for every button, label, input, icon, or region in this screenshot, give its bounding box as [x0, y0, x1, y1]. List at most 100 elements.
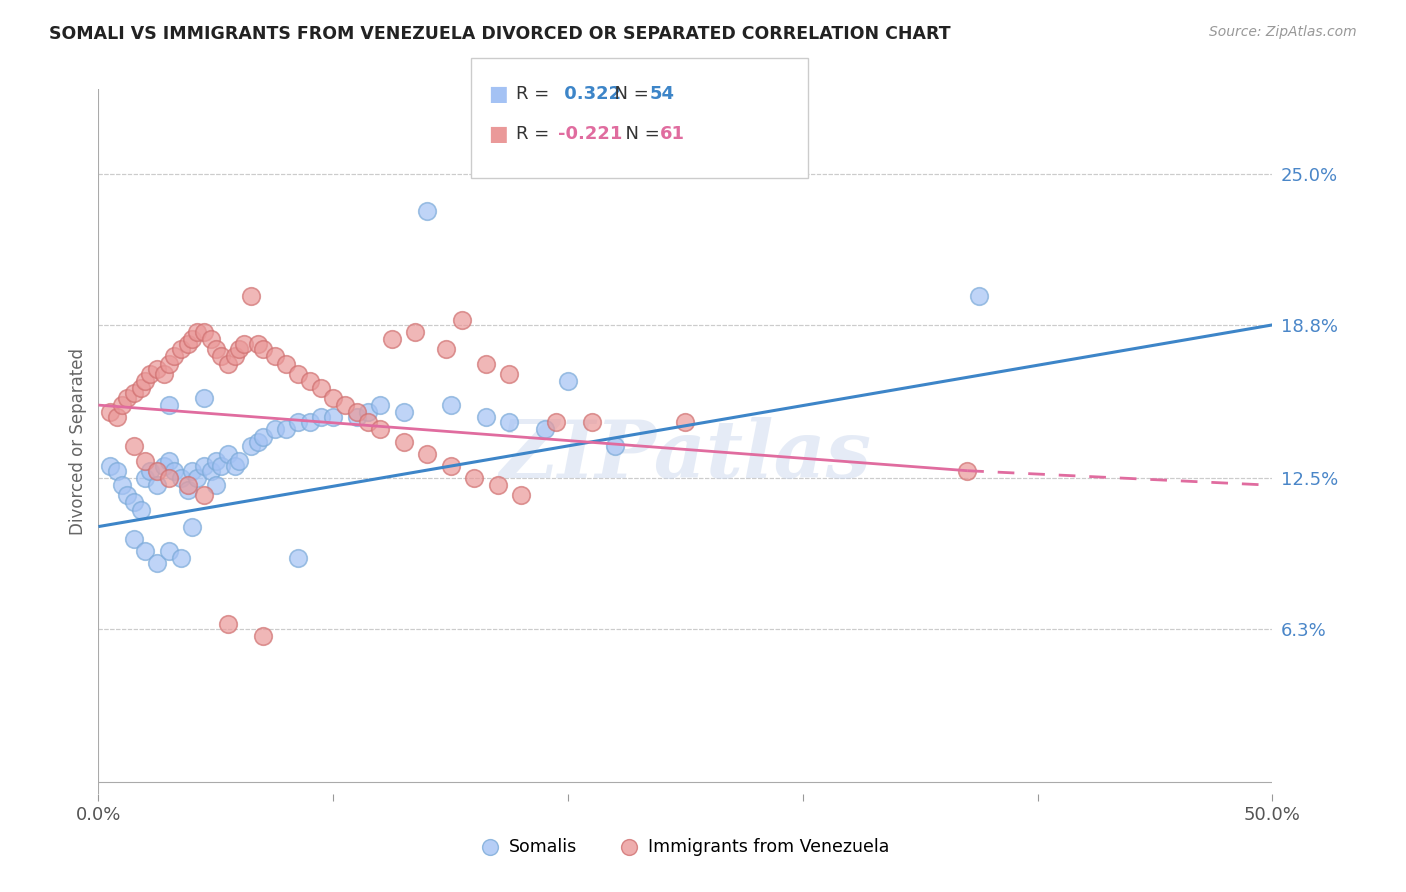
Point [122, 532, 145, 546]
Text: SOMALI VS IMMIGRANTS FROM VENEZUELA DIVORCED OR SEPARATED CORRELATION CHART: SOMALI VS IMMIGRANTS FROM VENEZUELA DIVO… [49, 25, 950, 43]
Text: 0.322: 0.322 [558, 85, 621, 103]
Point [162, 350, 184, 364]
Text: ■: ■ [488, 124, 508, 144]
Point [451, 313, 474, 327]
Text: 61: 61 [659, 125, 685, 143]
Point [176, 478, 198, 492]
Point [252, 342, 274, 356]
Text: N =: N = [614, 125, 666, 143]
Point [322, 410, 344, 425]
Point [434, 342, 457, 356]
Point [546, 415, 568, 429]
Text: ZIPatlas: ZIPatlas [499, 417, 872, 494]
Text: R =: R = [516, 125, 555, 143]
Point [105, 464, 128, 478]
Point [475, 357, 498, 371]
Point [392, 405, 415, 419]
Point [498, 415, 520, 429]
Point [233, 337, 256, 351]
Point [252, 629, 274, 643]
Point [333, 398, 356, 412]
Point [287, 551, 309, 566]
Point [129, 502, 152, 516]
Point [139, 464, 162, 478]
Point [111, 478, 134, 492]
Point [463, 471, 485, 485]
Point [134, 374, 156, 388]
Point [157, 454, 180, 468]
Point [240, 289, 263, 303]
Point [153, 367, 176, 381]
Point [134, 544, 156, 558]
Point [146, 478, 169, 492]
Point [169, 342, 191, 356]
Point [298, 374, 321, 388]
Point [240, 439, 263, 453]
Text: Source: ZipAtlas.com: Source: ZipAtlas.com [1209, 25, 1357, 39]
Point [581, 415, 603, 429]
Point [205, 342, 228, 356]
Point [169, 551, 191, 566]
Point [98, 458, 121, 473]
Text: -0.221: -0.221 [558, 125, 623, 143]
Point [146, 556, 169, 570]
Point [217, 447, 239, 461]
Text: R =: R = [516, 85, 555, 103]
Point [381, 333, 404, 347]
Point [557, 374, 579, 388]
Point [134, 471, 156, 485]
Point [122, 386, 145, 401]
Point [193, 325, 215, 339]
Point [298, 415, 321, 429]
Point [129, 381, 152, 395]
Point [217, 616, 239, 631]
Point [193, 391, 215, 405]
Point [181, 519, 204, 533]
Point [181, 464, 204, 478]
Point [533, 422, 555, 436]
Point [157, 544, 180, 558]
Point [228, 454, 250, 468]
Text: N =: N = [603, 85, 655, 103]
Point [247, 434, 270, 449]
Point [224, 458, 246, 473]
Point [200, 333, 222, 347]
Point [176, 483, 198, 497]
Point [115, 391, 138, 405]
Point [247, 337, 270, 351]
Point [205, 454, 228, 468]
Point [193, 458, 215, 473]
Point [186, 471, 208, 485]
Point [162, 464, 184, 478]
Point [603, 439, 626, 453]
Point [357, 415, 380, 429]
Point [157, 471, 180, 485]
Point [287, 415, 309, 429]
Point [205, 478, 228, 492]
Point [416, 203, 439, 218]
Y-axis label: Divorced or Separated: Divorced or Separated [69, 348, 87, 535]
Point [200, 464, 222, 478]
Point [263, 350, 285, 364]
Point [209, 458, 232, 473]
Point [675, 415, 697, 429]
Point [224, 350, 246, 364]
Point [228, 342, 250, 356]
Point [346, 410, 368, 425]
Point [181, 333, 204, 347]
Point [276, 422, 298, 436]
Point [134, 454, 156, 468]
Point [439, 458, 461, 473]
Point [122, 495, 145, 509]
Text: ■: ■ [488, 84, 508, 103]
Point [263, 422, 285, 436]
Text: 54: 54 [650, 85, 675, 103]
Point [439, 398, 461, 412]
Point [105, 410, 128, 425]
Point [967, 289, 990, 303]
Point [153, 458, 176, 473]
Point [146, 464, 169, 478]
Point [98, 405, 121, 419]
Point [169, 471, 191, 485]
Point [157, 357, 180, 371]
